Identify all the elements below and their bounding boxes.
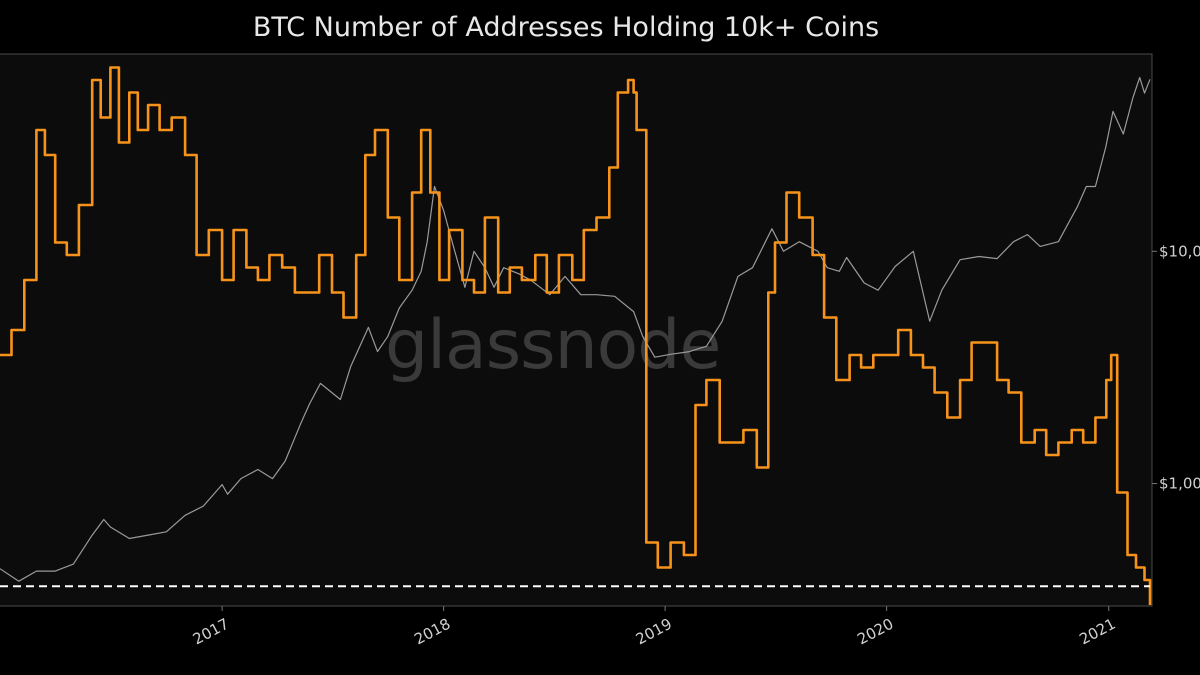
chart-title: BTC Number of Addresses Holding 10k+ Coi… [252, 12, 880, 43]
series-layer [0, 66, 1152, 605]
plot-frame [0, 53, 1153, 607]
x-tick-label: 2020 [854, 615, 896, 649]
watermark: glassnode [385, 306, 720, 385]
x-tick-label: 2018 [411, 615, 453, 649]
x-tick-label: 2019 [633, 615, 675, 649]
x-tick-label: 2017 [190, 615, 232, 649]
right-tick-label: $10,000 [1159, 242, 1200, 260]
price-series-line [0, 76, 1151, 582]
x-tick-label: 2021 [1076, 615, 1118, 649]
x-axis-ticks: 2017 2018 2019 2020 2021 [190, 606, 1119, 648]
right-axis-ticks: $10,000 $1,000 [1152, 242, 1200, 493]
right-tick-label: $1,000 [1159, 475, 1200, 493]
addresses-series-line [0, 66, 1152, 605]
